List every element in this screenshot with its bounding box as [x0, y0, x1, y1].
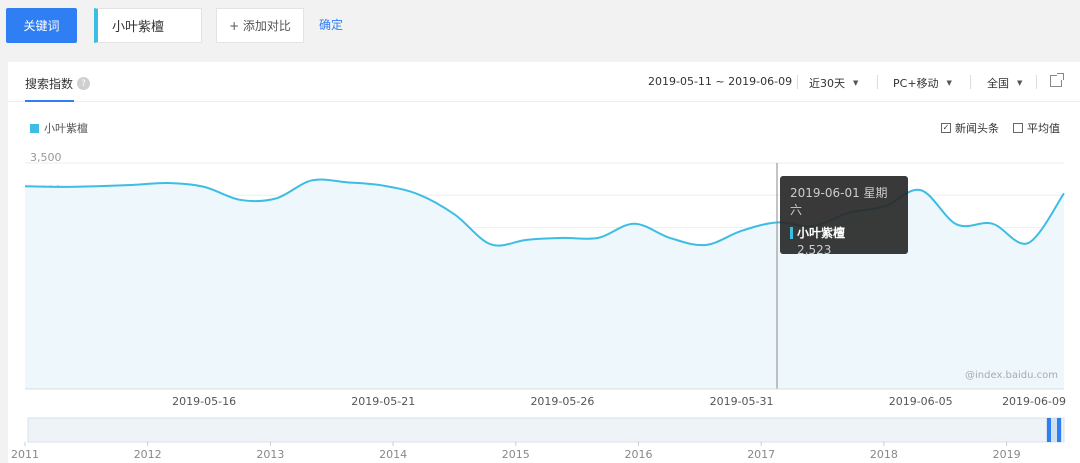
news-checkbox-label: 新闻头条: [955, 122, 999, 135]
timeline-year-label: 2014: [379, 448, 407, 461]
x-tick-label: 2019-05-31: [710, 395, 774, 408]
news-checkbox[interactable]: ✓ 新闻头条: [941, 120, 999, 136]
legend-swatch: [30, 123, 39, 133]
keyword-input[interactable]: 小叶紫檀: [94, 8, 202, 43]
divider: [797, 75, 798, 89]
caret-down-icon: ▼: [1017, 79, 1023, 87]
x-tick-label: 2019-05-26: [530, 395, 594, 408]
question-icon[interactable]: ?: [77, 77, 91, 90]
x-tick-label: 2019-06-05: [889, 395, 953, 408]
timeline-handle-right: [1057, 418, 1061, 442]
confirm-link[interactable]: 确定: [319, 18, 344, 32]
tab-search-index-label: 搜索指数: [25, 77, 74, 91]
chart-tooltip: 2019-06-01 星期六 小叶紫檀 2,523: [780, 176, 908, 257]
region-select-value: 全国: [987, 77, 1009, 90]
timeline-year-label: 2019: [993, 448, 1021, 461]
external-link-icon[interactable]: [1050, 73, 1064, 87]
legend-series-label: 小叶紫檀: [44, 122, 88, 135]
period-select[interactable]: 近30天 ▼: [809, 75, 858, 91]
timeline-year-label: 2011: [11, 448, 39, 461]
checkbox-checked-icon: ✓: [941, 123, 951, 133]
device-select-value: PC+移动: [893, 77, 939, 90]
timeline-year-label: 2013: [256, 448, 284, 461]
timeline-handle-left: [1047, 418, 1051, 442]
x-tick-label: 2019-05-21: [351, 395, 415, 408]
timeline-year-label: 2016: [625, 448, 653, 461]
tooltip-date: 2019-06-01 星期六: [790, 186, 888, 217]
tab-active-indicator: [25, 100, 74, 102]
y-tick-label: 3,500: [30, 151, 62, 164]
chart-legend[interactable]: 小叶紫檀: [30, 120, 88, 136]
average-checkbox-label: 平均值: [1027, 122, 1060, 135]
date-range-text: 2019-05-11 ~ 2019-06-09: [648, 75, 793, 88]
tooltip-series: 小叶紫檀: [790, 224, 898, 241]
timeline-year-label: 2017: [747, 448, 775, 461]
date-range[interactable]: 2019-05-11 ~ 2019-06-09: [648, 75, 792, 88]
timeline-year-label: 2018: [870, 448, 898, 461]
keyword-button[interactable]: 关键词: [6, 8, 77, 43]
timeline-year-label: 2012: [134, 448, 162, 461]
caret-down-icon: ▼: [946, 79, 952, 87]
device-select[interactable]: PC+移动 ▼: [893, 75, 952, 91]
divider: [1036, 75, 1037, 89]
region-select[interactable]: 全国 ▼: [987, 75, 1022, 91]
x-tick-label: 2019-06-09: [1002, 395, 1066, 408]
timeline-track: [27, 417, 1065, 443]
tab-search-index[interactable]: 搜索指数 ?: [25, 75, 91, 92]
timeline-year-label: 2015: [502, 448, 530, 461]
tooltip-series-name: 小叶紫檀: [797, 226, 846, 240]
tooltip-value: 2,523: [797, 243, 832, 257]
period-select-value: 近30天: [809, 77, 845, 90]
average-checkbox[interactable]: 平均值: [1013, 120, 1060, 136]
add-compare-button[interactable]: + 添加对比: [216, 8, 304, 43]
divider: [877, 75, 878, 89]
checkbox-empty-icon: [1013, 123, 1023, 133]
top-toolbar: 关键词 小叶紫檀 + 添加对比 确定: [0, 0, 1080, 62]
caret-down-icon: ▼: [853, 79, 859, 87]
watermark: @index.baidu.com: [965, 370, 1059, 381]
panel-header: 搜索指数 ? 2019-05-11 ~ 2019-06-09 近30天 ▼ PC+…: [8, 62, 1080, 102]
divider: [970, 75, 971, 89]
tooltip-series-marker: [790, 226, 793, 239]
x-tick-label: 2019-05-16: [172, 395, 236, 408]
